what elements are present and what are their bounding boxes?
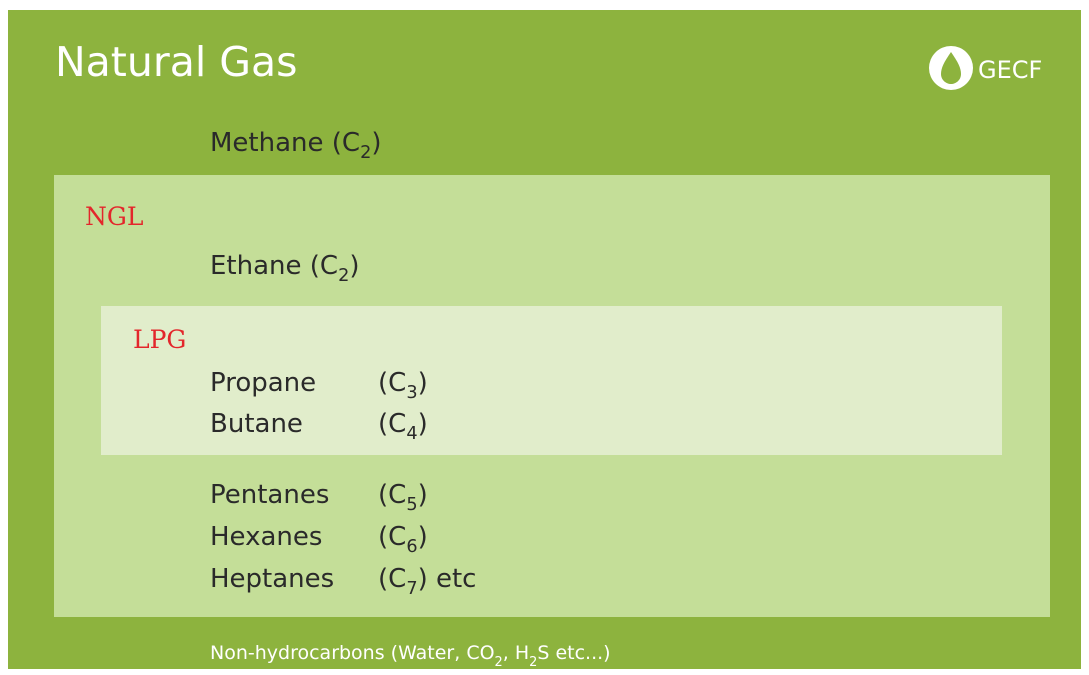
compound-formula: (C4) [378,409,428,444]
subscript: 2 [360,143,371,163]
compound-formula: (C3) [378,368,428,403]
lpg-box [101,306,1002,455]
subscript: 2 [338,266,349,286]
subscript: 6 [406,537,417,557]
footer: Non-hydrocarbons (Water, CO2, H2S etc...… [210,642,611,670]
text-part: ) [418,522,428,552]
compound-formula: (C7) etc [378,564,476,599]
text-part: ) [418,409,428,439]
text-part: ) [418,368,428,398]
subscript: 4 [406,424,417,444]
ngl-items: Pentanes (C5)Hexanes (C6)Heptanes (C7) etc [210,480,476,599]
compound-formula: (C6) [378,522,428,557]
compound-name: Butane [210,409,303,439]
ethane: Ethane (C2) [210,251,359,286]
subscript: 5 [406,495,417,515]
text-part: ) [418,480,428,510]
text-part: , H [503,642,529,664]
compound-formula: (C5) [378,480,428,515]
subscript: 2 [529,655,537,670]
compound-name: Hexanes [210,522,322,552]
logo-text: GECF [978,56,1042,84]
text-part: Methane (C [210,128,360,158]
text-part: (C [378,564,406,594]
logo-flame [941,52,961,84]
text-part: ) [371,128,381,158]
compound-name: Heptanes [210,564,334,594]
text-part: S etc...) [537,642,610,664]
subscript: 7 [406,579,417,599]
methane: Methane (C2) [210,128,381,163]
text-part: Ethane (C [210,251,338,281]
logo: GECF [929,46,1042,90]
text-part: Non-hydrocarbons (Water, CO [210,642,495,664]
text-part: (C [378,409,406,439]
title: Natural Gas [55,38,298,86]
lpg-items: Propane (C3)Butane (C4) [210,368,428,444]
subscript: 2 [495,655,503,670]
lpg-label: LPG [133,325,186,354]
compound-name: Pentanes [210,480,329,510]
ngl-label: NGL [85,202,143,231]
text-part: ) [349,251,359,281]
subscript: 3 [406,383,417,403]
compound-name: Propane [210,368,316,398]
text-part: (C [378,522,406,552]
text-part: (C [378,480,406,510]
text-part: ) etc [418,564,477,594]
text-part: (C [378,368,406,398]
